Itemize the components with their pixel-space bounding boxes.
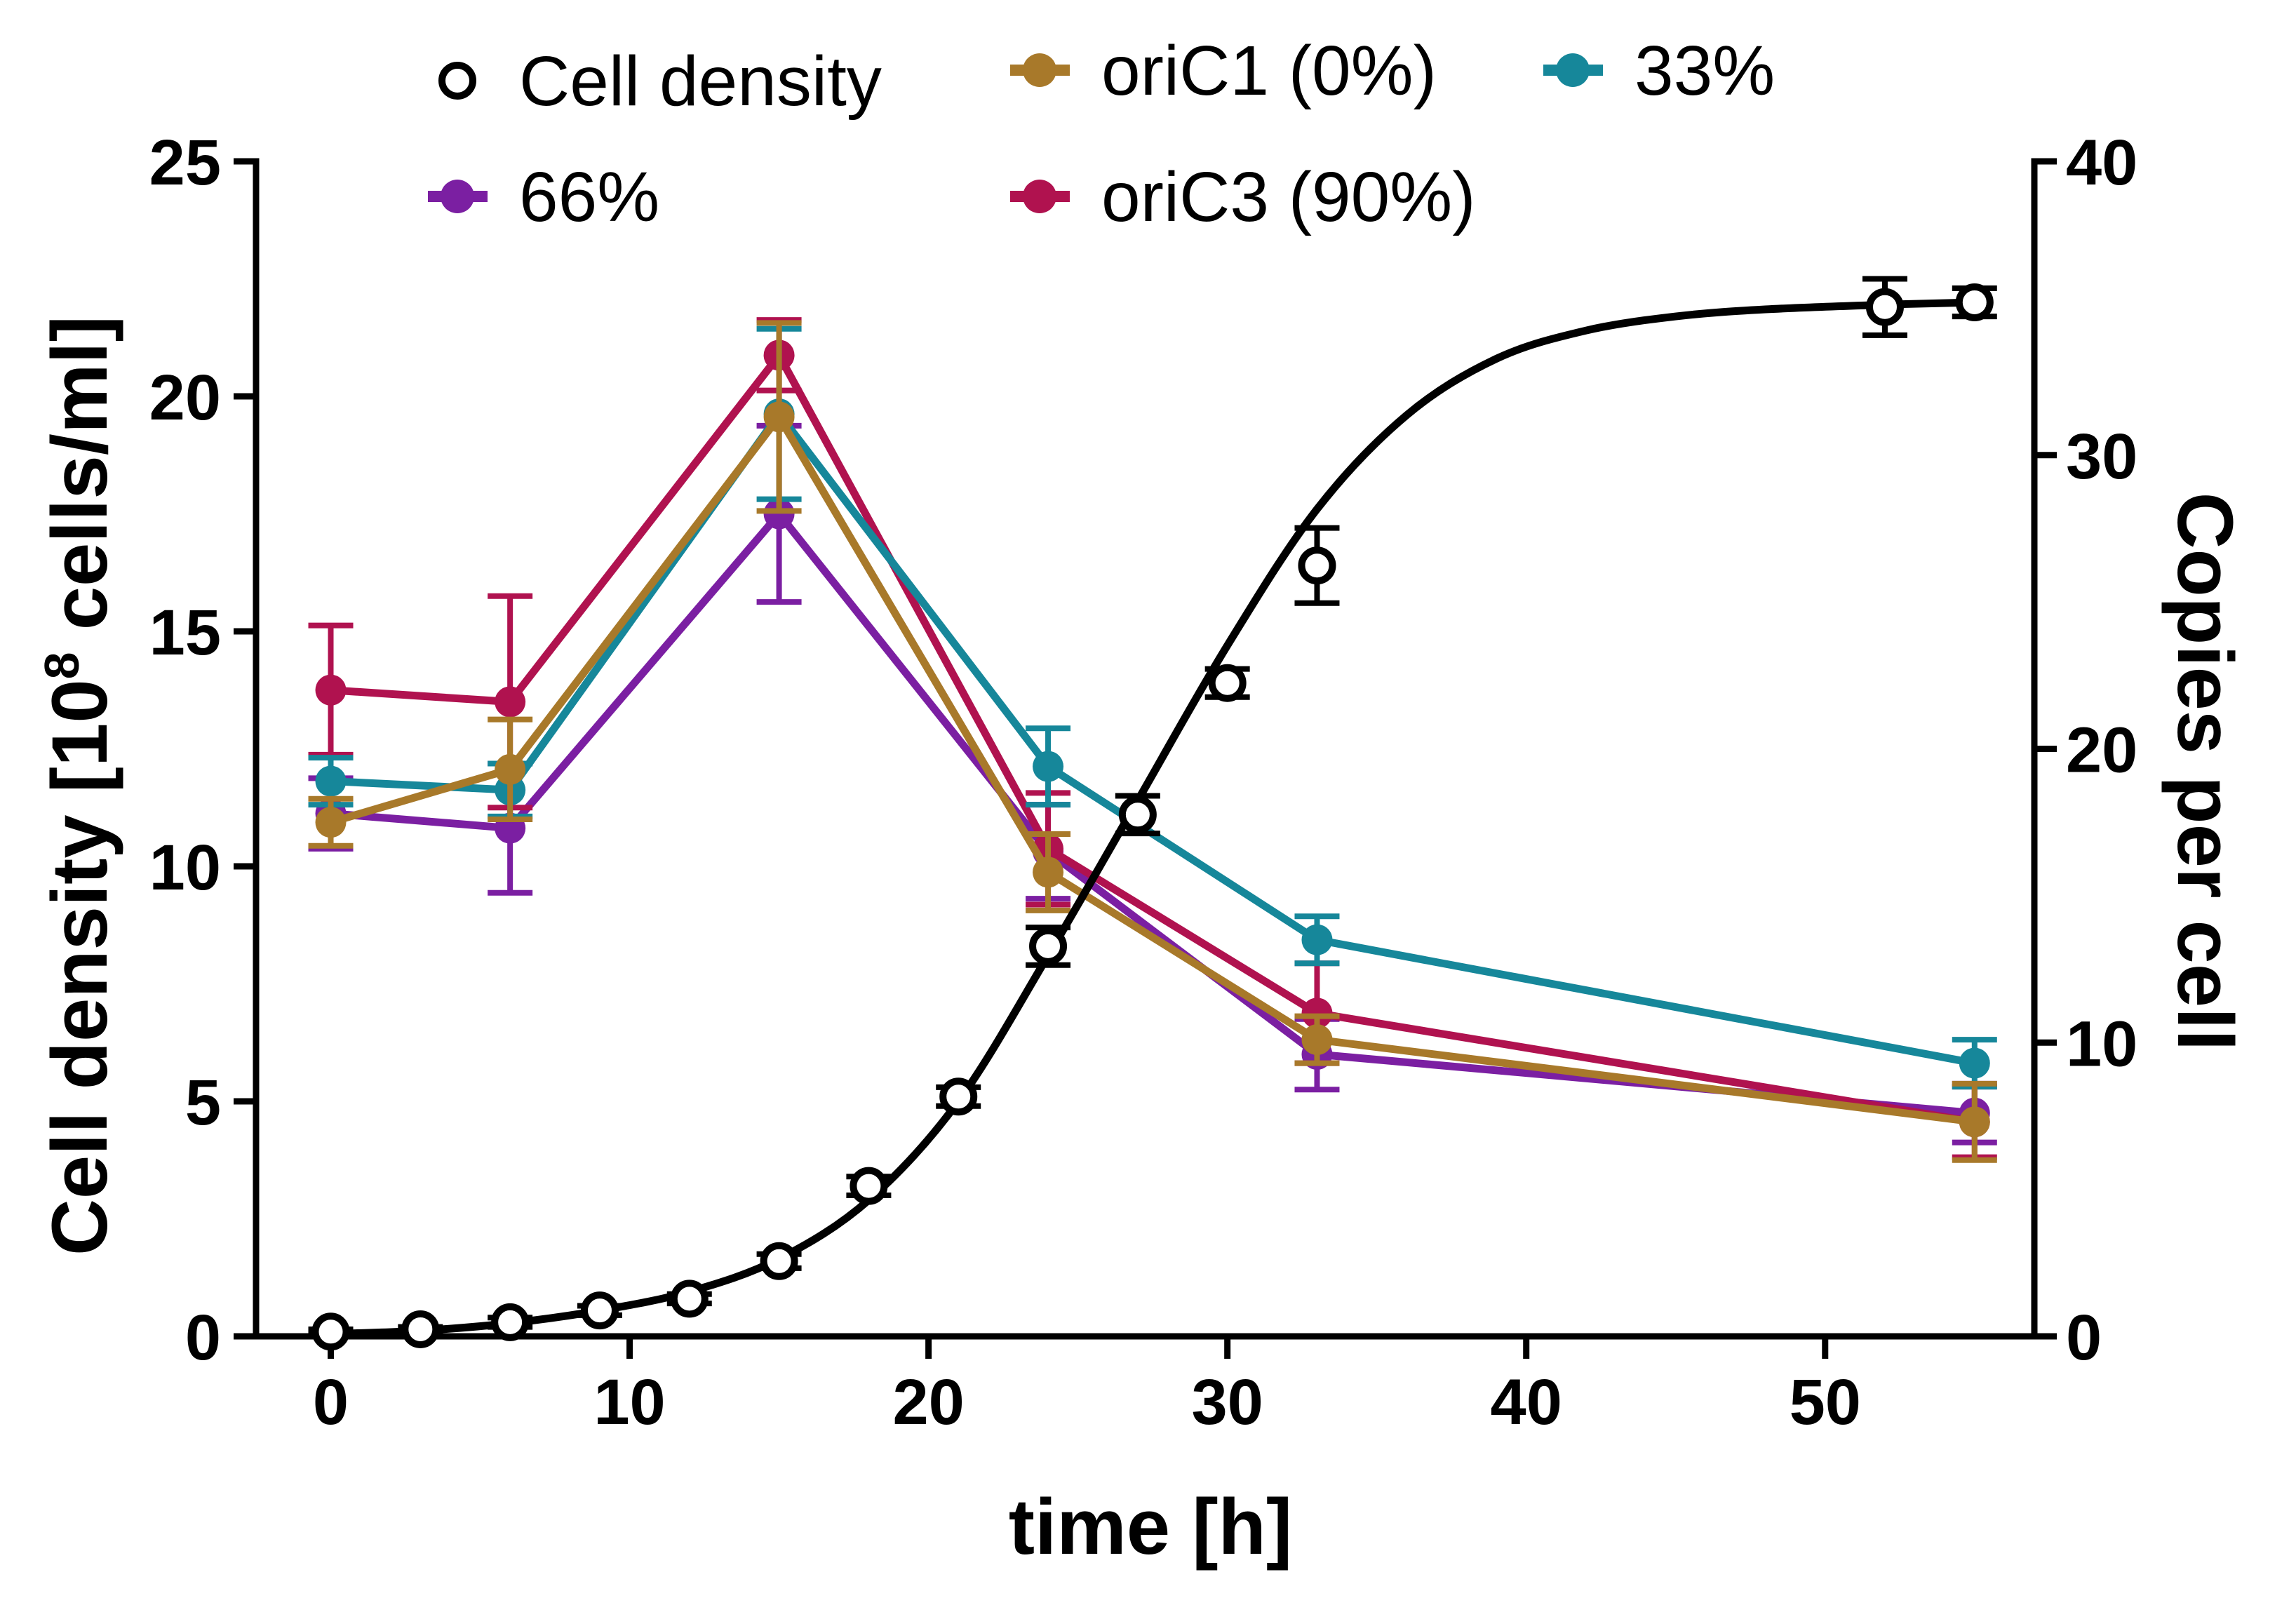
ticks: 0 10 20 30 40 50 0 5 10 15 20 25 0 10 20 30 40 bbox=[149, 127, 2138, 1438]
y-right-tick-label: 20 bbox=[2066, 715, 2137, 786]
legend-entry: oriC1 (0%) bbox=[1010, 32, 1437, 110]
x-axis-title: time [h] bbox=[1009, 1483, 1292, 1571]
y-axis-right-title: Copies per cell bbox=[2161, 492, 2249, 1052]
cell-density-point bbox=[1208, 664, 1247, 702]
plot-area bbox=[308, 276, 1997, 1351]
cell-density-point bbox=[850, 1167, 888, 1205]
legend-label: Cell density bbox=[519, 42, 882, 121]
series-point-33 bbox=[1033, 751, 1064, 782]
series-oric3-90 bbox=[308, 317, 1997, 1160]
y-right-tick-label: 40 bbox=[2066, 127, 2137, 199]
legend-label: oriC3 (90%) bbox=[1101, 158, 1476, 236]
y-left-tick-label: 0 bbox=[185, 1302, 221, 1374]
series-66 bbox=[308, 422, 1997, 1146]
legend-label: oriC1 (0%) bbox=[1101, 32, 1437, 110]
legend-marker bbox=[1023, 180, 1056, 213]
legend-marker bbox=[1556, 53, 1590, 87]
legend-marker bbox=[1023, 53, 1056, 87]
series-point-oric1-0 bbox=[763, 401, 795, 433]
cell-density-point bbox=[1118, 795, 1157, 834]
legend-entry: 33% bbox=[1543, 32, 1775, 110]
legend-marker bbox=[441, 180, 474, 213]
legend: Cell density oriC1 (0%) 33% 66% oriC3 (90%) bbox=[428, 32, 1775, 236]
legend-entry: Cell density bbox=[438, 42, 882, 121]
y-right-tick-label: 30 bbox=[2066, 421, 2137, 492]
legend-label: 66% bbox=[519, 158, 659, 236]
series-point-66 bbox=[763, 498, 795, 530]
series-line-33 bbox=[330, 410, 1975, 1067]
legend-marker bbox=[438, 62, 476, 100]
axis-titles: time [h] Cell density [108 cells/ml] Cop… bbox=[34, 316, 2249, 1571]
x-tick-label: 50 bbox=[1790, 1366, 1861, 1438]
cell-density-point bbox=[311, 1312, 350, 1351]
series-point-oric1-0 bbox=[1959, 1106, 1990, 1138]
series-point-33 bbox=[1959, 1047, 1990, 1079]
y-left-tick-label: 20 bbox=[149, 362, 221, 434]
series-line-66 bbox=[330, 510, 1975, 1117]
series-point-oric1-0 bbox=[1301, 1024, 1333, 1056]
cell-density-point bbox=[1955, 283, 1994, 321]
y-left-tick-label: 25 bbox=[149, 127, 221, 199]
series-oric1-0 bbox=[308, 320, 1997, 1163]
y-left-tick-label: 15 bbox=[149, 597, 221, 669]
cell-density-point bbox=[760, 1242, 798, 1280]
legend-label: 33% bbox=[1634, 32, 1775, 110]
x-tick-label: 30 bbox=[1191, 1366, 1263, 1438]
legend-entry: oriC3 (90%) bbox=[1010, 158, 1476, 236]
series-point-oric3-90 bbox=[1301, 998, 1333, 1029]
y-axis-left-title-sup: 8 bbox=[34, 652, 89, 679]
series-point-33 bbox=[1301, 924, 1333, 955]
series-point-oric1-0 bbox=[315, 807, 347, 838]
series-point-oric1-0 bbox=[495, 753, 526, 785]
y-axis-left-title: Cell density [108 cells/ml] bbox=[34, 316, 123, 1256]
y-left-tick-label: 5 bbox=[185, 1067, 221, 1139]
y-right-tick-label: 10 bbox=[2066, 1008, 2137, 1080]
x-tick-label: 0 bbox=[313, 1366, 349, 1438]
y-right-tick-label: 0 bbox=[2066, 1302, 2102, 1374]
cell-density-point bbox=[401, 1310, 440, 1348]
x-tick-label: 20 bbox=[892, 1366, 964, 1438]
y-axis-left-title-main: Cell density [10 bbox=[36, 679, 123, 1256]
cell-density-point bbox=[670, 1280, 709, 1318]
cell-density-point bbox=[1298, 546, 1336, 585]
cell-density-point bbox=[580, 1291, 619, 1330]
series-cell-density bbox=[308, 276, 1997, 1351]
series-point-33 bbox=[315, 765, 347, 797]
series-line-oric3-90 bbox=[330, 351, 1975, 1126]
series-point-oric3-90 bbox=[495, 686, 526, 718]
cell-density-point bbox=[939, 1077, 978, 1116]
x-tick-label: 10 bbox=[593, 1366, 665, 1438]
cell-density-point bbox=[491, 1303, 530, 1341]
series-point-oric3-90 bbox=[315, 674, 347, 706]
y-left-tick-label: 10 bbox=[149, 832, 221, 904]
x-tick-label: 40 bbox=[1491, 1366, 1562, 1438]
series-point-oric1-0 bbox=[1033, 857, 1064, 888]
cell-density-point bbox=[1865, 288, 1904, 326]
legend-entry: 66% bbox=[428, 158, 659, 236]
cell-density-point bbox=[1029, 927, 1068, 965]
series-line-oric1-0 bbox=[329, 412, 1975, 1126]
y-axis-left-title-tail: cells/ml] bbox=[36, 316, 123, 652]
